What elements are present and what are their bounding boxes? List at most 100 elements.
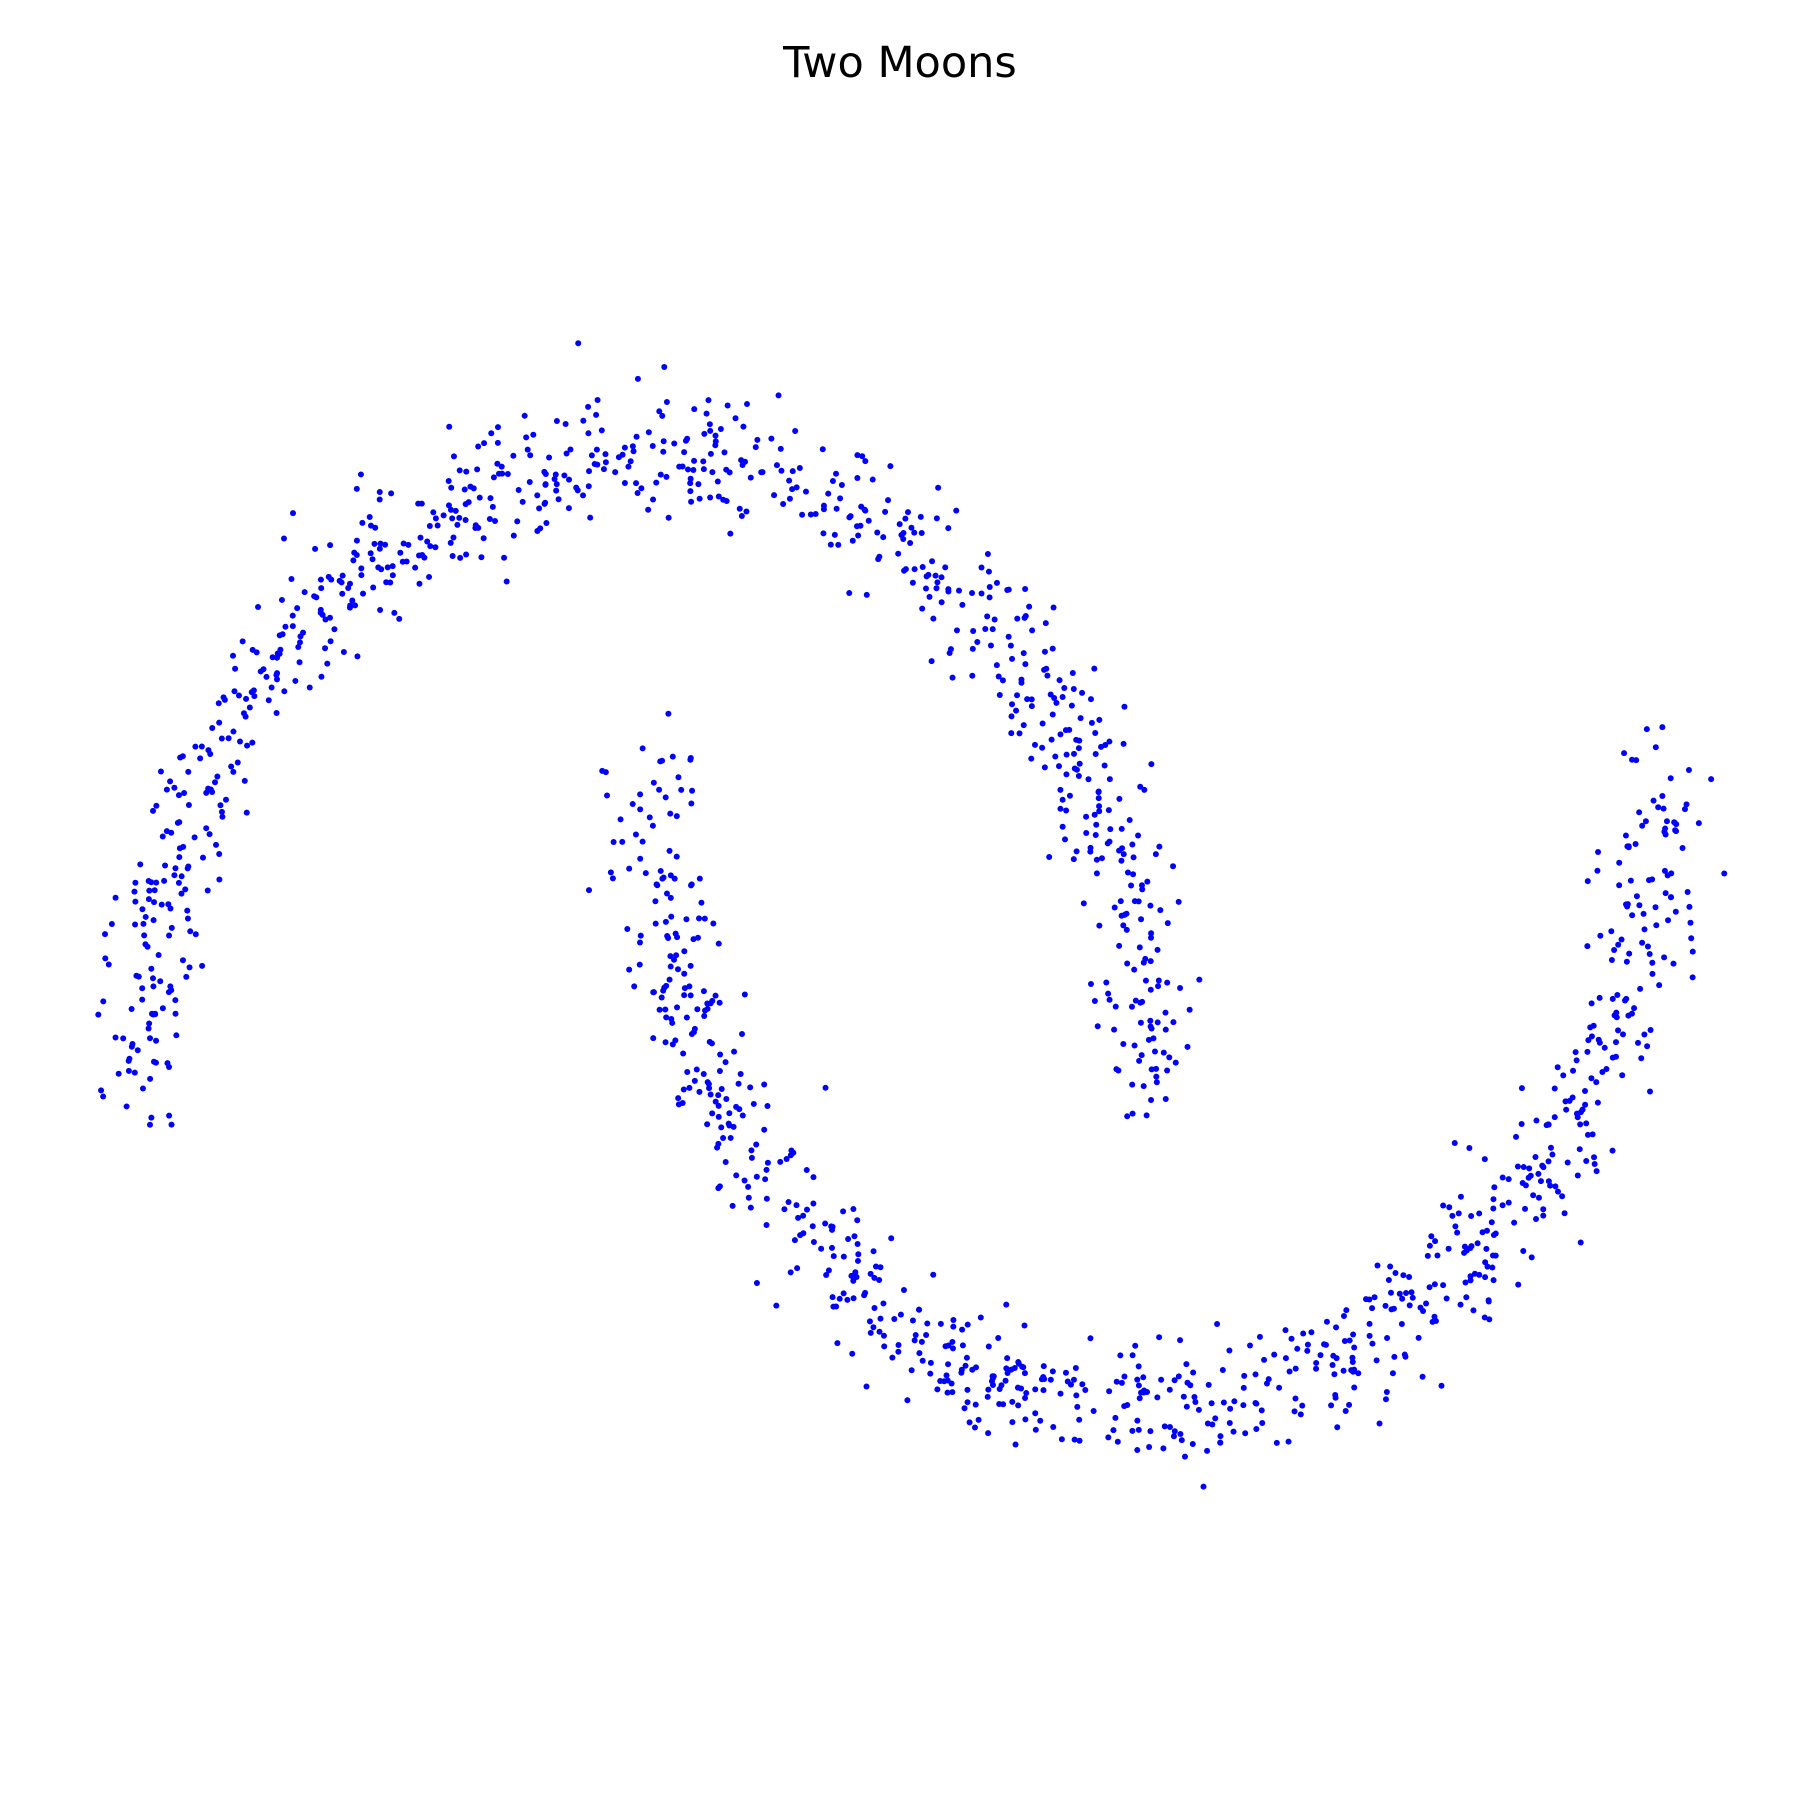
scatter-point-moon-1 xyxy=(339,590,346,597)
scatter-point-moon-1 xyxy=(953,507,960,514)
scatter-point-moon-2 xyxy=(1582,1088,1589,1095)
scatter-point-moon-1 xyxy=(1131,1042,1138,1049)
scatter-point-moon-2 xyxy=(1387,1263,1394,1270)
scatter-point-moon-2 xyxy=(637,932,644,939)
scatter-point-moon-2 xyxy=(1636,809,1643,816)
scatter-point-moon-2 xyxy=(748,1154,755,1161)
scatter-point-moon-2 xyxy=(1572,1049,1579,1056)
scatter-point-moon-2 xyxy=(1106,1388,1113,1395)
scatter-point-moon-2 xyxy=(1423,1300,1430,1307)
scatter-point-moon-1 xyxy=(1059,796,1066,803)
scatter-point-moon-2 xyxy=(1003,1301,1010,1308)
scatter-point-moon-1 xyxy=(740,423,747,430)
scatter-point-moon-2 xyxy=(1366,1296,1373,1303)
scatter-point-moon-1 xyxy=(449,515,456,522)
scatter-point-moon-1 xyxy=(1117,898,1124,905)
scatter-point-moon-1 xyxy=(833,470,840,477)
scatter-point-moon-2 xyxy=(1406,1273,1413,1280)
scatter-point-moon-1 xyxy=(1049,711,1056,718)
scatter-point-moon-1 xyxy=(1147,1017,1154,1024)
scatter-point-moon-1 xyxy=(445,477,452,484)
scatter-point-moon-2 xyxy=(716,1068,723,1075)
scatter-point-moon-1 xyxy=(1062,836,1069,843)
scatter-point-moon-1 xyxy=(277,646,284,653)
scatter-point-moon-2 xyxy=(1015,1402,1022,1409)
scatter-point-moon-2 xyxy=(1518,1120,1525,1127)
scatter-point-moon-1 xyxy=(1118,912,1125,919)
scatter-point-moon-1 xyxy=(353,552,360,558)
scatter-point-moon-1 xyxy=(388,490,395,497)
scatter-point-moon-2 xyxy=(1513,1133,1520,1140)
scatter-point-moon-1 xyxy=(600,466,607,473)
scatter-point-moon-1 xyxy=(1124,960,1131,967)
scatter-point-moon-2 xyxy=(1545,1178,1552,1185)
scatter-point-moon-2 xyxy=(795,1214,802,1221)
scatter-point-moon-2 xyxy=(1649,970,1656,977)
scatter-point-moon-2 xyxy=(1623,958,1630,965)
scatter-point-moon-2 xyxy=(761,1081,768,1088)
scatter-point-moon-1 xyxy=(209,789,216,795)
scatter-point-moon-1 xyxy=(216,719,223,726)
scatter-point-moon-1 xyxy=(991,616,998,623)
scatter-point-moon-2 xyxy=(871,1274,878,1281)
scatter-point-moon-1 xyxy=(938,574,945,581)
scatter-point-moon-2 xyxy=(904,1397,911,1404)
scatter-point-moon-1 xyxy=(1076,737,1083,744)
scatter-point-moon-2 xyxy=(1535,1194,1542,1201)
scatter-point-moon-1 xyxy=(1164,920,1171,927)
scatter-point-moon-1 xyxy=(780,501,787,508)
scatter-point-moon-1 xyxy=(923,573,930,580)
scatter-point-moon-1 xyxy=(1128,1003,1135,1010)
scatter-point-moon-2 xyxy=(975,1416,982,1423)
scatter-point-moon-1 xyxy=(339,572,346,579)
scatter-point-moon-1 xyxy=(140,920,147,927)
scatter-point-moon-2 xyxy=(1689,948,1696,955)
scatter-point-moon-2 xyxy=(1585,1037,1592,1044)
scatter-point-moon-2 xyxy=(1486,1316,1493,1323)
scatter-point-moon-1 xyxy=(1124,869,1131,876)
scatter-point-moon-2 xyxy=(971,1424,978,1431)
scatter-point-moon-2 xyxy=(1560,1072,1567,1079)
scatter-point-moon-2 xyxy=(972,1401,979,1408)
scatter-point-moon-1 xyxy=(789,468,796,475)
scatter-point-moon-1 xyxy=(661,364,668,371)
scatter-point-moon-1 xyxy=(470,485,477,492)
scatter-point-moon-2 xyxy=(1593,1168,1600,1175)
scatter-point-moon-2 xyxy=(1455,1210,1462,1217)
scatter-point-moon-1 xyxy=(703,410,710,417)
scatter-point-moon-1 xyxy=(327,638,334,645)
scatter-point-moon-1 xyxy=(125,1067,132,1074)
scatter-point-moon-1 xyxy=(1009,701,1016,708)
scatter-point-moon-2 xyxy=(1642,818,1649,825)
scatter-point-moon-1 xyxy=(712,432,719,439)
scatter-point-moon-1 xyxy=(234,759,241,766)
scatter-point-moon-2 xyxy=(637,791,644,798)
scatter-point-moon-1 xyxy=(862,458,869,465)
scatter-point-moon-1 xyxy=(462,517,469,524)
scatter-point-moon-1 xyxy=(216,876,223,883)
scatter-point-moon-2 xyxy=(785,1199,792,1206)
scatter-point-moon-1 xyxy=(243,695,250,702)
scatter-point-moon-1 xyxy=(152,1011,159,1018)
scatter-point-moon-2 xyxy=(1253,1426,1260,1433)
scatter-point-moon-2 xyxy=(1079,1381,1086,1388)
scatter-point-moon-1 xyxy=(494,424,501,431)
scatter-point-moon-2 xyxy=(704,1121,711,1128)
scatter-point-moon-2 xyxy=(1285,1438,1292,1445)
scatter-point-moon-1 xyxy=(100,1093,107,1100)
scatter-point-moon-1 xyxy=(510,452,517,459)
scatter-point-moon-2 xyxy=(1291,1408,1298,1415)
scatter-point-moon-2 xyxy=(1721,870,1728,877)
scatter-point-moon-2 xyxy=(810,1200,817,1207)
scatter-point-moon-2 xyxy=(1041,1376,1048,1383)
scatter-point-moon-1 xyxy=(274,654,281,661)
scatter-point-moon-2 xyxy=(739,1030,745,1037)
scatter-point-moon-2 xyxy=(1647,1027,1654,1034)
scatter-point-moon-2 xyxy=(995,1335,1002,1342)
scatter-point-moon-2 xyxy=(1625,1012,1632,1019)
scatter-point-moon-1 xyxy=(929,558,936,565)
scatter-point-moon-1 xyxy=(984,550,991,557)
scatter-point-moon-1 xyxy=(705,397,712,404)
scatter-point-moon-1 xyxy=(793,484,800,491)
scatter-point-moon-1 xyxy=(1131,898,1138,905)
